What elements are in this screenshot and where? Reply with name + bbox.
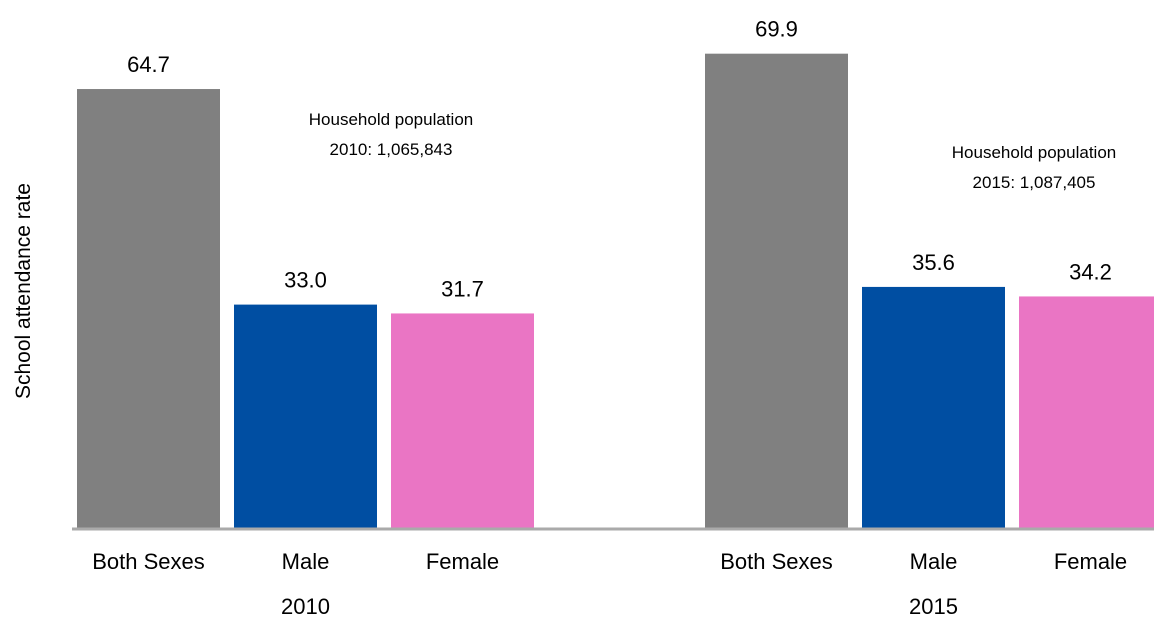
annotation-2010-line-1: Household population <box>309 110 473 129</box>
annotation-2010-line-2: 2010: 1,065,843 <box>330 140 453 159</box>
bars-layer <box>77 53 1154 530</box>
bar-2015-both-sexes <box>705 53 848 530</box>
annotation-2015-line-2: 2015: 1,087,405 <box>973 173 1096 192</box>
y-axis-label: School attendance rate <box>12 183 35 399</box>
bar-2015-female <box>1019 296 1154 529</box>
category-label-2010-female: Female <box>426 549 499 574</box>
category-label-2015-both-sexes: Both Sexes <box>720 549 833 574</box>
bar-2010-male <box>234 304 377 529</box>
group-label-2010: 2010 <box>281 594 330 619</box>
group-label-2015: 2015 <box>909 594 958 619</box>
value-label-2015-female: 34.2 <box>1069 259 1112 284</box>
category-label-2010-male: Male <box>282 549 330 574</box>
value-label-2010-male: 33.0 <box>284 268 327 293</box>
category-label-2010-both-sexes: Both Sexes <box>92 549 205 574</box>
category-label-2015-male: Male <box>910 549 958 574</box>
value-label-2015-both-sexes: 69.9 <box>755 17 798 42</box>
bar-2010-female <box>391 313 534 529</box>
category-label-2015-female: Female <box>1054 549 1127 574</box>
value-label-2010-both-sexes: 64.7 <box>127 52 170 77</box>
annotation-2015-line-1: Household population <box>952 143 1116 162</box>
bar-2015-male <box>862 286 1005 529</box>
value-label-2015-male: 35.6 <box>912 250 955 275</box>
labels-layer: 64.7 Both Sexes 33.0 Male 31.7 Female 2010 Hous… <box>92 17 1127 619</box>
bar-2010-both-sexes <box>77 89 220 529</box>
value-label-2010-female: 31.7 <box>441 276 484 301</box>
